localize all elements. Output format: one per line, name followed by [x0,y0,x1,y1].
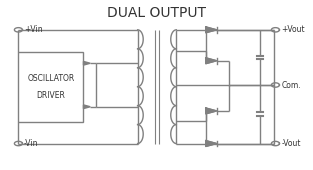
Text: -Vout: -Vout [282,139,301,148]
Text: DUAL OUTPUT: DUAL OUTPUT [107,6,206,20]
Polygon shape [206,108,217,114]
Text: +Vin: +Vin [24,25,43,34]
Polygon shape [206,58,217,64]
Polygon shape [84,105,90,109]
Text: -Vin: -Vin [24,139,38,148]
Polygon shape [84,61,90,65]
Text: +Vout: +Vout [282,25,305,34]
Text: OSCILLATOR: OSCILLATOR [27,74,74,83]
Text: Com.: Com. [282,81,301,89]
Text: DRIVER: DRIVER [37,91,65,100]
FancyBboxPatch shape [18,52,84,122]
Polygon shape [206,141,217,146]
Polygon shape [206,27,217,33]
